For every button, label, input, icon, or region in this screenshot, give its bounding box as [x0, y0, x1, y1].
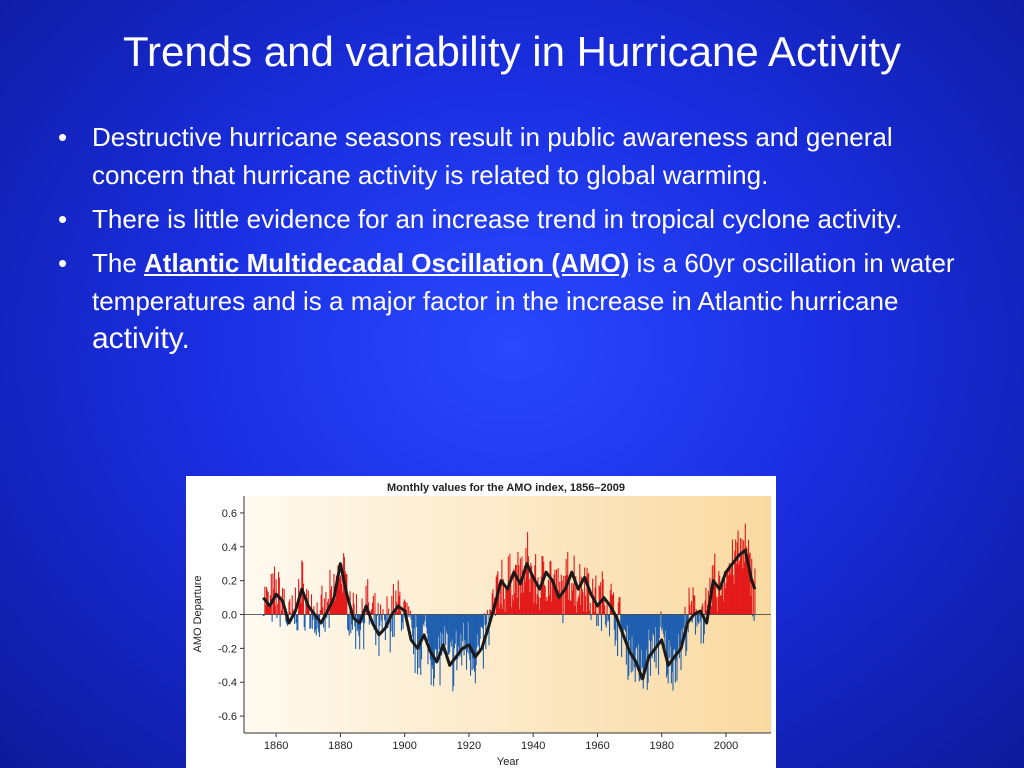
y-tick-label: 0.6 — [222, 508, 237, 520]
x-axis-label: Year — [497, 756, 520, 768]
x-tick-label: 1980 — [650, 740, 674, 752]
y-tick-label: 0.0 — [222, 610, 237, 622]
negative-departure-series — [262, 614, 755, 692]
slide-title: Trends and variability in Hurricane Acti… — [122, 28, 902, 75]
x-tick-label: 1880 — [328, 740, 352, 752]
bullet-item: • The Atlantic Multidecadal Oscillation … — [50, 244, 980, 358]
bullet-text-middle: is a 60yr oscillation in water temperatu… — [92, 248, 955, 316]
smoothed-amo-line — [262, 548, 757, 681]
x-tick-label: 1940 — [521, 740, 545, 752]
x-axis: 1860 1880 1900 1920 1940 1960 1980 2000 — [244, 732, 771, 752]
bullet-item: • There is little evidence for an increa… — [50, 200, 980, 238]
bullet-text-prefix: The — [92, 248, 145, 278]
x-tick-label: 1900 — [392, 740, 416, 752]
bullet-marker: • — [58, 248, 68, 278]
y-tick-label: -0.4 — [218, 677, 237, 689]
x-tick-label: 1860 — [264, 740, 288, 752]
bullet-text: Destructive hurricane seasons result in … — [92, 122, 893, 190]
y-axis: -0.6 -0.4 -0.2 0.0 0.2 0.4 0.6 — [218, 496, 245, 733]
y-tick-label: 0.4 — [222, 542, 237, 554]
y-tick-label: -0.2 — [218, 643, 237, 655]
bullet-text-tail: activity. — [92, 322, 190, 355]
amo-chart-figure: Monthly values for the AMO index, 1856–2… — [186, 476, 776, 768]
x-tick-label: 1960 — [585, 740, 609, 752]
bullet-marker: • — [58, 204, 68, 234]
bullet-text: There is little evidence for an increase… — [92, 204, 903, 234]
x-tick-label: 2000 — [714, 740, 738, 752]
y-axis-label: AMO Departure — [192, 575, 204, 652]
bullet-item: • Destructive hurricane seasons result i… — [50, 118, 980, 194]
y-tick-label: -0.6 — [218, 711, 237, 723]
chart-title: Monthly values for the AMO index, 1856–2… — [387, 482, 625, 494]
amo-link[interactable]: Atlantic Multidecadal Oscillation (AMO) — [144, 248, 630, 278]
y-tick-label: 0.2 — [222, 576, 237, 588]
bullet-list: • Destructive hurricane seasons result i… — [50, 118, 980, 364]
amo-chart: Monthly values for the AMO index, 1856–2… — [192, 482, 771, 768]
x-tick-label: 1920 — [457, 740, 481, 752]
bullet-marker: • — [58, 122, 68, 152]
